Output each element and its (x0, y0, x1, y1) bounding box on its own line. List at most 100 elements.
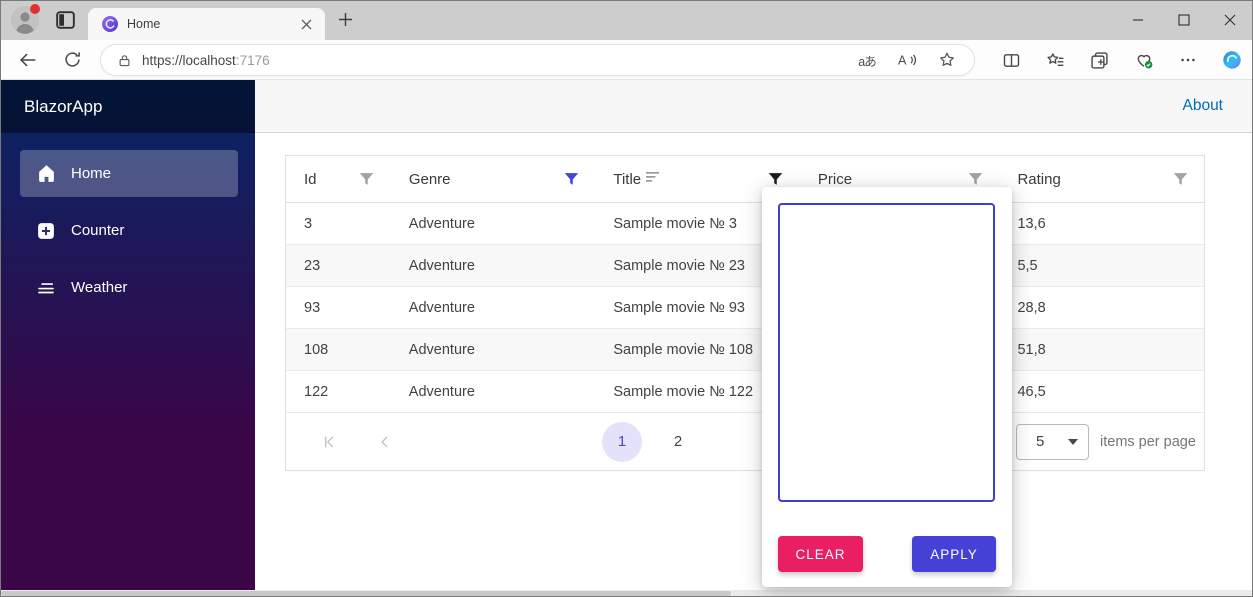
browser-essentials-icon[interactable] (1132, 48, 1155, 72)
cell-genre: Adventure (391, 216, 596, 232)
cell-genre: Adventure (391, 342, 596, 358)
notification-dot-icon (30, 4, 40, 14)
lock-icon (117, 52, 132, 69)
column-header-id[interactable]: Id (286, 156, 391, 202)
table-row: 122 Adventure Sample movie № 122 46,5 (286, 371, 1204, 413)
column-label: Id (304, 171, 317, 188)
workspaces-icon[interactable] (56, 11, 75, 34)
chevron-down-icon (1068, 439, 1078, 445)
sidebar: BlazorApp Home Counter (0, 80, 255, 590)
sidebar-item-label: Home (71, 165, 111, 182)
maximize-icon[interactable] (1161, 4, 1207, 36)
svg-text:A: A (898, 54, 907, 68)
previous-page-icon[interactable] (373, 430, 397, 454)
tab-title: Home (127, 17, 297, 31)
about-link[interactable]: About (1182, 97, 1223, 115)
cell-rating: 5,5 (999, 258, 1204, 274)
filter-funnel-icon[interactable] (1170, 169, 1190, 189)
blazor-favicon-icon (102, 16, 118, 32)
clear-button[interactable]: CLEAR (778, 536, 863, 572)
column-header-genre[interactable]: Genre (391, 156, 596, 202)
read-aloud-icon[interactable]: A (894, 48, 920, 72)
sidebar-item-counter[interactable]: Counter (20, 207, 238, 254)
toolbar-right-icons (1000, 48, 1243, 72)
app-brand[interactable]: BlazorApp (24, 97, 102, 117)
list-icon (36, 278, 56, 298)
table-row: 108 Adventure Sample movie № 108 51,8 (286, 329, 1204, 371)
split-screen-icon[interactable] (1000, 48, 1023, 72)
tab-close-icon[interactable] (297, 15, 315, 33)
house-icon (36, 164, 56, 184)
url-text: https://localhost:7176 (142, 53, 840, 68)
cell-rating: 46,5 (999, 384, 1204, 400)
sidebar-item-label: Counter (71, 222, 124, 239)
filter-funnel-icon[interactable] (357, 169, 377, 189)
filter-funnel-icon-open[interactable] (766, 169, 786, 189)
column-label: Genre (409, 171, 451, 188)
cell-id: 23 (286, 258, 391, 274)
page-button-1[interactable]: 1 (602, 422, 642, 462)
content-area: Id Genre (255, 133, 1253, 590)
browser-toolbar: https://localhost:7176 aあ A (0, 40, 1253, 80)
cell-id: 108 (286, 342, 391, 358)
cell-genre: Adventure (391, 258, 596, 274)
table-row: 3 Adventure Sample movie № 3 13,6 (286, 203, 1204, 245)
sidebar-item-label: Weather (71, 279, 127, 296)
cell-id: 122 (286, 384, 391, 400)
cell-genre: Adventure (391, 300, 596, 316)
items-per-page-label: items per page (1100, 434, 1196, 450)
browser-window: Home (0, 0, 1253, 597)
minimize-icon[interactable] (1115, 4, 1161, 36)
sort-icon[interactable] (646, 170, 661, 188)
sidebar-item-home[interactable]: Home (20, 150, 238, 197)
column-header-rating[interactable]: Rating (999, 156, 1204, 202)
favorite-star-icon[interactable] (934, 48, 960, 72)
collections-icon[interactable] (1088, 48, 1111, 72)
table-row: 23 Adventure Sample movie № 23 5,5 (286, 245, 1204, 287)
refresh-icon[interactable] (62, 49, 83, 75)
sidebar-header: BlazorApp (0, 80, 255, 133)
cell-rating: 51,8 (999, 342, 1204, 358)
address-bar[interactable]: https://localhost:7176 aあ A (100, 44, 975, 76)
back-icon[interactable] (17, 49, 39, 76)
new-tab-icon[interactable] (338, 12, 353, 32)
sidebar-nav: Home Counter Weather (0, 133, 255, 311)
column-label: Title (613, 171, 641, 188)
cell-id: 3 (286, 216, 391, 232)
table-row: 93 Adventure Sample movie № 93 28,8 (286, 287, 1204, 329)
horizontal-scrollbar[interactable] (0, 590, 1253, 597)
cell-genre: Adventure (391, 384, 596, 400)
close-window-icon[interactable] (1207, 4, 1253, 36)
grid-pager: 1 2 5 items per page (286, 413, 1204, 470)
column-label: Rating (1017, 171, 1060, 188)
page-size-value: 5 (1036, 433, 1068, 450)
filter-funnel-icon[interactable] (965, 169, 985, 189)
copilot-icon[interactable] (1220, 48, 1243, 72)
cell-rating: 13,6 (999, 216, 1204, 232)
filter-funnel-icon-active[interactable] (561, 169, 581, 189)
filter-popup: CLEAR APPLY (762, 187, 1012, 587)
page-size-select[interactable]: 5 (1016, 424, 1089, 460)
cell-rating: 28,8 (999, 300, 1204, 316)
window-controls (1115, 0, 1253, 40)
scrollbar-thumb[interactable] (1, 591, 731, 596)
tab-strip: Home (0, 0, 1253, 40)
profile-avatar[interactable] (11, 6, 39, 34)
movies-data-grid: Id Genre (285, 155, 1205, 471)
filter-value-listbox[interactable] (778, 203, 995, 502)
column-label: Price (818, 171, 852, 188)
settings-more-icon[interactable] (1176, 48, 1199, 72)
sidebar-item-weather[interactable]: Weather (20, 264, 238, 311)
browser-tab-home[interactable]: Home (88, 8, 325, 40)
translate-icon[interactable]: aあ (854, 48, 880, 72)
first-page-icon[interactable] (317, 430, 341, 454)
grid-header-row: Id Genre (286, 156, 1204, 203)
apply-button[interactable]: APPLY (912, 536, 996, 572)
plus-square-icon (36, 221, 56, 241)
top-row: About (255, 80, 1253, 133)
favorites-list-icon[interactable] (1044, 48, 1067, 72)
app-root: BlazorApp Home Counter (0, 80, 1253, 590)
page-button-2[interactable]: 2 (658, 422, 698, 462)
main-panel: About Id Genre (255, 80, 1253, 590)
cell-id: 93 (286, 300, 391, 316)
